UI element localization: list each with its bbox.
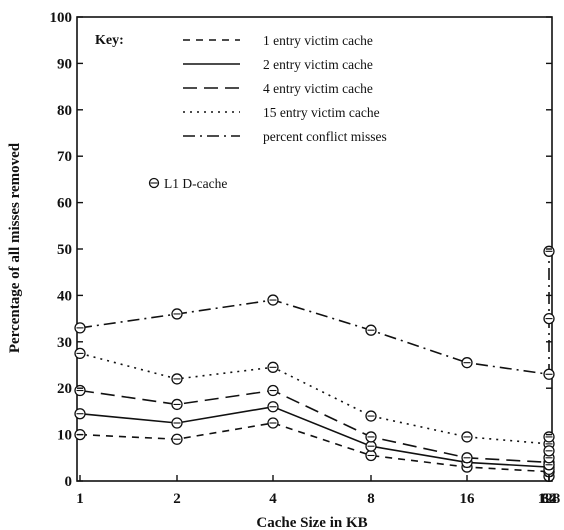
marker-legend-symbol — [148, 177, 160, 189]
y-tick-label: 70 — [57, 149, 72, 165]
series-line — [79, 251, 550, 376]
series-line — [79, 422, 550, 477]
x-tick-label: 16 — [460, 491, 476, 507]
series-line — [79, 389, 550, 465]
legend-label: 15 entry victim cache — [263, 105, 380, 120]
legend: Key: 1 entry victim cache 2 entry victim … — [95, 33, 387, 191]
y-tick-label: 30 — [57, 335, 72, 351]
legend-label: 4 entry victim cache — [263, 81, 373, 96]
y-tick-layer: 0 10 20 30 40 50 60 70 80 90 100 — [50, 10, 552, 490]
legend-label: 1 entry victim cache — [263, 33, 373, 48]
y-tick-label: 100 — [50, 10, 73, 26]
y-tick-label: 20 — [57, 381, 72, 397]
x-axis-title: Cache Size in KB — [256, 515, 367, 530]
y-tick-label: 50 — [57, 242, 72, 258]
y-tick-label: 10 — [57, 428, 72, 444]
series-layer — [74, 245, 555, 483]
legend-title: Key: — [95, 33, 124, 48]
y-tick-label: 80 — [57, 103, 72, 119]
x-tick-label: 32 — [542, 491, 557, 507]
x-tick-label: 128 — [538, 491, 561, 507]
legend-label: 2 entry victim cache — [263, 57, 373, 72]
x-tick-label: 1 — [76, 491, 84, 507]
x-tick-label: 4 — [269, 491, 277, 507]
y-tick-label: 60 — [57, 196, 72, 212]
legend-label: percent conflict misses — [263, 129, 387, 144]
x-tick-label: 2 — [173, 491, 181, 507]
y-axis-title: Percentage of all misses removed — [7, 142, 23, 353]
y-tick-label: 90 — [57, 56, 72, 72]
x-tick-label: 64 — [542, 491, 558, 507]
legend-items: 1 entry victim cache 2 entry victim cache… — [183, 33, 387, 144]
marker-legend-label: L1 D-cache — [164, 176, 227, 191]
y-tick-label: 40 — [57, 288, 72, 304]
y-tick-label: 0 — [65, 474, 73, 490]
x-tick-label: 8 — [367, 491, 375, 507]
